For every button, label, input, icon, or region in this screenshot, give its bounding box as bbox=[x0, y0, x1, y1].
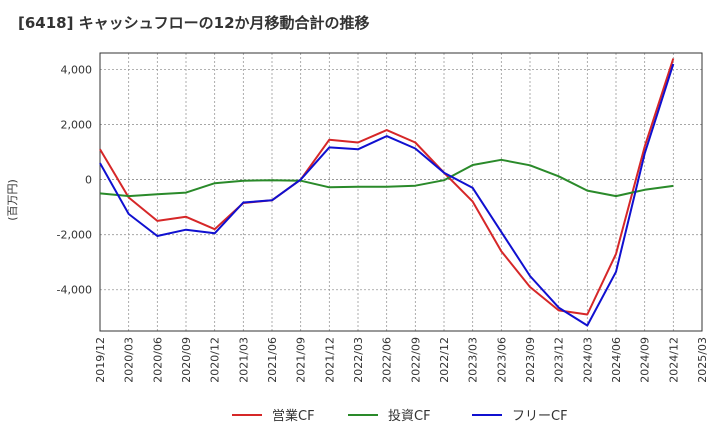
legend-label: 投資CF bbox=[388, 408, 431, 424]
x-tick-label: 2021/09 bbox=[295, 337, 308, 383]
x-tick-label: 2020/06 bbox=[151, 337, 164, 383]
x-tick-label: 2024/09 bbox=[639, 337, 652, 383]
y-tick-label: -2,000 bbox=[57, 229, 92, 242]
x-tick-label: 2022/09 bbox=[409, 337, 422, 383]
x-tick-label: 2023/12 bbox=[553, 337, 566, 383]
series-line bbox=[99, 63, 675, 327]
x-tick-label: 2023/06 bbox=[495, 337, 508, 383]
legend-label: 営業CF bbox=[272, 408, 315, 424]
plot-frame bbox=[99, 52, 703, 332]
x-tick-label: 2024/06 bbox=[610, 337, 623, 383]
legend: 営業CF 投資CF フリーCF bbox=[232, 408, 568, 424]
y-tick-label: 2,000 bbox=[61, 119, 93, 132]
y-tick-label: 0 bbox=[85, 174, 92, 187]
x-tick-label: 2022/12 bbox=[438, 337, 451, 383]
x-tick-label: 2021/03 bbox=[237, 337, 250, 383]
x-tick-label: 2024/12 bbox=[667, 337, 680, 383]
x-tick-label: 2022/06 bbox=[381, 337, 394, 383]
x-tick-label: 2022/03 bbox=[352, 337, 365, 383]
chart-title: [6418] キャッシュフローの12か月移動合計の推移 bbox=[18, 14, 370, 32]
x-tick-label: 2020/12 bbox=[209, 337, 222, 383]
x-tick-label: 2020/09 bbox=[180, 337, 193, 383]
x-tick-label: 2019/12 bbox=[94, 337, 107, 383]
x-tick-label: 2023/09 bbox=[524, 337, 537, 383]
y-tick-label: 4,000 bbox=[61, 64, 93, 77]
y-tick-label: -4,000 bbox=[57, 284, 92, 297]
series-line bbox=[99, 58, 675, 316]
series-line bbox=[99, 158, 674, 198]
x-tick-label: 2023/03 bbox=[467, 337, 480, 383]
x-tick-label: 2021/12 bbox=[323, 337, 336, 383]
x-tick-label: 2020/03 bbox=[123, 337, 136, 383]
plot-area: 4,000 2,000 0 -2,000 -4,000 2019/12 2020/03 202… bbox=[57, 52, 709, 383]
x-tick-label: 2025/03 bbox=[696, 337, 709, 383]
x-tick-label: 2021/06 bbox=[266, 337, 279, 383]
legend-label: フリーCF bbox=[512, 409, 568, 424]
y-axis-label: (百万円) bbox=[6, 179, 19, 221]
x-tick-label: 2024/03 bbox=[581, 337, 594, 383]
